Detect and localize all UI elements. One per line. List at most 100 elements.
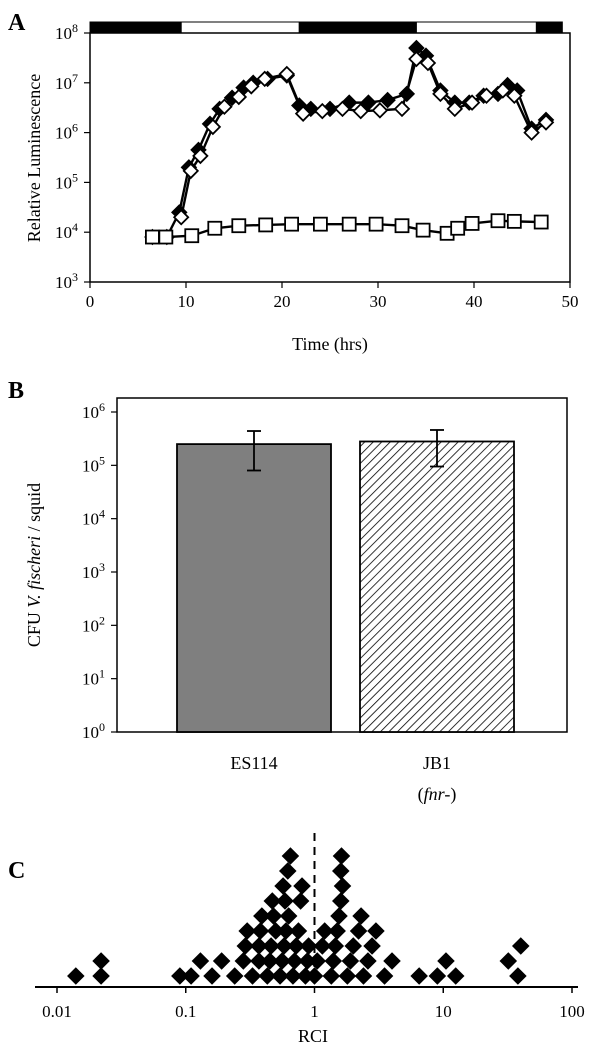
bar-es114 — [176, 443, 332, 733]
y-tick-label: 100 — [82, 720, 105, 742]
rci-point — [363, 937, 381, 955]
point-open-square — [184, 228, 200, 244]
series-line-open-diamond — [180, 57, 547, 218]
point-open-square — [312, 216, 328, 232]
ylabel-part-3: / squid — [24, 483, 44, 536]
y-tick-label: 105 — [82, 453, 105, 475]
panel-b-bars — [176, 429, 515, 733]
point-open-diamond — [352, 102, 369, 120]
rci-point — [341, 952, 360, 970]
point-open-diamond — [446, 100, 464, 118]
point-open-diamond — [506, 87, 523, 105]
series-line-filled-diamond — [152, 46, 547, 239]
rci-point — [274, 877, 292, 895]
y-tick-label: 108 — [55, 21, 78, 43]
point-open-diamond — [494, 82, 512, 99]
x-tick-label: 20 — [274, 292, 291, 311]
point-open-diamond — [408, 50, 425, 68]
light-dark-segment-dark — [89, 21, 182, 34]
rci-point — [330, 907, 348, 925]
x-tick-label: 10 — [178, 292, 195, 311]
point-open-diamond — [204, 118, 222, 136]
point-open-diamond — [192, 147, 209, 165]
point-open-diamond — [371, 102, 389, 119]
panel-b-label: B — [8, 378, 24, 404]
panel-a-xlabel: Time (hrs) — [292, 334, 368, 355]
point-open-square — [284, 216, 300, 232]
point-open-diamond — [419, 54, 437, 72]
rci-point — [333, 877, 352, 895]
rci-point — [273, 952, 291, 970]
rci-point — [289, 922, 308, 940]
panel-a-series — [144, 39, 555, 246]
rci-point — [191, 952, 210, 970]
point-open-square — [506, 213, 522, 229]
y-tick-label: 103 — [82, 560, 105, 582]
category-sublabel: (fnr-) — [418, 784, 457, 805]
rci-point — [243, 967, 262, 985]
rci-point — [367, 922, 385, 940]
rci-point — [428, 967, 447, 985]
y-tick-label: 106 — [55, 121, 78, 143]
x-tick-label: 0 — [86, 292, 95, 311]
rci-point — [308, 952, 327, 970]
rci-point — [338, 967, 357, 985]
rci-point — [236, 937, 255, 955]
rci-point — [511, 937, 530, 955]
rci-point — [250, 937, 268, 955]
panel-a-ylabel: Relative Luminescence — [24, 74, 44, 242]
rci-point — [182, 967, 200, 985]
rci-point — [287, 937, 305, 955]
x-tick-label: 0.1 — [175, 1002, 196, 1021]
point-open-square — [158, 229, 174, 245]
point-open-square — [207, 220, 223, 236]
point-open-diamond — [463, 94, 481, 111]
rci-point — [299, 937, 318, 955]
rci-point — [277, 922, 295, 940]
rci-point — [275, 937, 293, 955]
rci-point — [271, 967, 289, 985]
y-tick-label: 104 — [82, 507, 105, 529]
light-dark-segment-light — [415, 21, 537, 34]
point-open-square — [231, 218, 247, 234]
rci-point — [67, 967, 85, 985]
light-dark-segment-light — [180, 21, 300, 34]
x-tick-label: 30 — [370, 292, 387, 311]
point-open-diamond — [478, 87, 495, 105]
bar-jb1 — [359, 440, 515, 733]
rci-point — [276, 892, 294, 910]
y-tick-label: 105 — [55, 170, 78, 192]
point-open-square — [368, 216, 384, 232]
point-open-square — [450, 220, 466, 236]
rci-point — [291, 892, 310, 910]
rci-point — [234, 952, 253, 970]
y-tick-label: 107 — [55, 71, 78, 93]
rci-point — [203, 967, 221, 985]
rci-point — [285, 952, 304, 970]
point-open-square — [415, 222, 431, 238]
rci-point — [326, 937, 345, 955]
rci-point — [313, 937, 332, 955]
rci-point — [305, 967, 324, 985]
rci-point — [293, 877, 311, 895]
panel-c-points — [67, 847, 530, 985]
rci-point — [332, 847, 351, 865]
rci-point — [264, 907, 283, 925]
category-label: JB1 — [423, 753, 451, 773]
rci-point — [509, 967, 527, 985]
point-open-square — [144, 229, 160, 245]
y-tick-label: 103 — [55, 270, 78, 292]
rci-point — [349, 922, 368, 940]
light-dark-bar — [89, 21, 563, 34]
rci-point — [251, 922, 270, 940]
rci-point — [281, 847, 300, 865]
category-label: ES114 — [230, 753, 277, 773]
x-tick-label: 1 — [310, 1002, 319, 1021]
rci-point — [253, 907, 271, 925]
point-open-diamond — [216, 98, 233, 116]
panel-b-ylabel: CFU V. fischeri / squid — [24, 483, 44, 647]
rci-point — [315, 922, 334, 940]
point-open-diamond — [393, 100, 411, 118]
ylabel-italic-part: V. fischeri — [24, 536, 44, 608]
